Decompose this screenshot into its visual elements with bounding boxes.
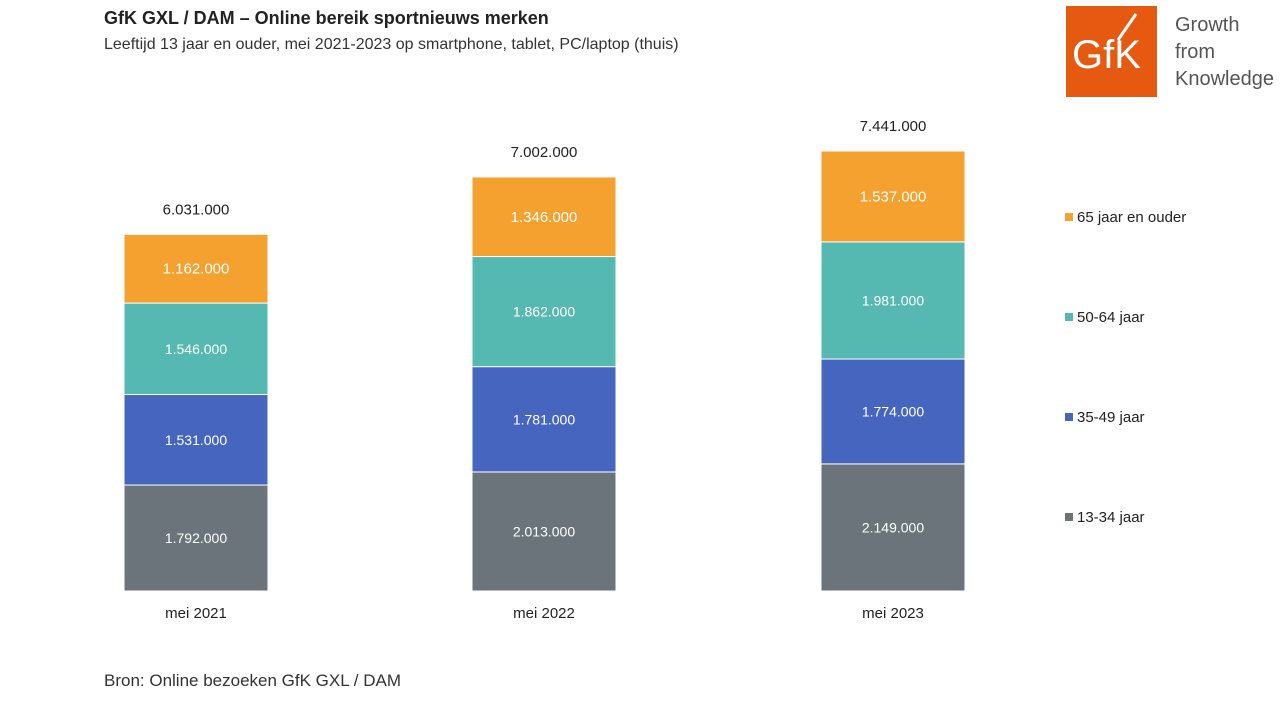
bar-segment <box>123 233 269 304</box>
bar-segment <box>471 471 617 592</box>
legend-swatch <box>1065 413 1073 421</box>
segment-value-label: 1.781.000 <box>513 411 575 427</box>
gfk-logo-text: GfK <box>1072 33 1141 77</box>
bar-total-label: 7.002.000 <box>511 144 578 161</box>
x-axis-category-label: mei 2021 <box>165 605 227 622</box>
segment-value-label: 1.162.000 <box>163 261 230 278</box>
segment-value-label: 2.013.000 <box>513 523 575 539</box>
logo-slash <box>1116 13 1138 41</box>
bar-segment <box>820 150 966 243</box>
segment-value-label: 1.862.000 <box>513 304 575 320</box>
tagline-line-1: Growth <box>1175 14 1240 36</box>
segment-value-label: 1.546.000 <box>165 341 227 357</box>
chart-title: GfK GXL / DAM – Online bereik sportnieuw… <box>104 8 549 28</box>
logo-tagline: Growth from Knowledge <box>1175 12 1274 93</box>
legend-item-label: 13-34 jaar <box>1077 509 1145 526</box>
bar-segment <box>471 366 617 473</box>
bar-segment <box>123 394 269 486</box>
segment-value-label: 1.792.000 <box>165 530 227 546</box>
gfk-logo: GfK <box>1066 6 1157 97</box>
bar-segment <box>471 176 617 258</box>
bar-total-label: 7.441.000 <box>860 118 927 135</box>
bar-segment <box>123 484 269 592</box>
segment-value-label: 1.774.000 <box>862 403 924 419</box>
legend-item-label: 65 jaar en ouder <box>1077 209 1186 226</box>
x-axis-category-label: mei 2022 <box>513 605 575 622</box>
bar-segment <box>820 241 966 360</box>
segment-value-label: 1.981.000 <box>862 292 924 308</box>
chart-subtitle: Leeftijd 13 jaar en ouder, mei 2021-2023… <box>104 36 679 53</box>
tagline-line-2: from <box>1175 41 1215 63</box>
legend-item-label: 50-64 jaar <box>1077 309 1145 326</box>
segment-value-label: 1.346.000 <box>511 209 578 226</box>
bar-segment <box>471 256 617 368</box>
legend-item-label: 35-49 jaar <box>1077 409 1145 426</box>
source-note: Bron: Online bezoeken GfK GXL / DAM <box>104 671 402 690</box>
segment-value-label: 1.531.000 <box>165 432 227 448</box>
legend-swatch <box>1065 213 1073 221</box>
bar-segment <box>820 358 966 465</box>
segment-value-label: 2.149.000 <box>862 519 924 535</box>
legend-swatch <box>1065 513 1073 521</box>
gfk-logo-mark: GfK <box>1072 13 1141 77</box>
tagline-line-3: Knowledge <box>1175 68 1274 90</box>
segment-value-label: 1.537.000 <box>860 188 927 205</box>
bar-segment <box>820 463 966 592</box>
x-axis-category-label: mei 2023 <box>862 605 924 622</box>
legend-swatch <box>1065 313 1073 321</box>
bar-segment <box>123 302 269 396</box>
bar-total-label: 6.031.000 <box>163 201 230 218</box>
